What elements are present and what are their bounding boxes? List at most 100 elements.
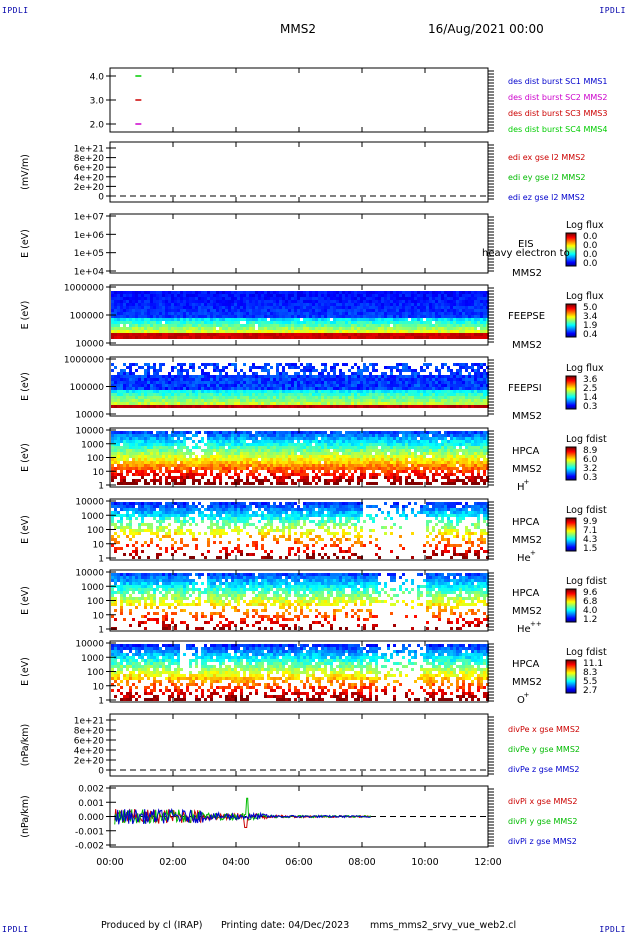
instrument-label: HPCA [512, 659, 540, 670]
colorbar-cell [566, 239, 576, 241]
colorbar-tick: 4.3 [583, 535, 597, 545]
colorbar-cell [566, 610, 576, 612]
charge-label: ++ [530, 620, 542, 628]
y-tick-label: 0 [98, 193, 104, 203]
colorbar-cell [566, 522, 576, 524]
legend-entry: divPe y gse MMS2 [508, 745, 580, 754]
header-spacecraft: MMS2 [280, 22, 316, 36]
colorbar-tick: 0.4 [583, 330, 598, 340]
colorbar-cell [566, 453, 576, 455]
colorbar-cell [566, 673, 576, 675]
colorbar-cell [566, 471, 576, 473]
y-tick-label: 1e+06 [74, 231, 105, 241]
colorbar-tick: 3.6 [583, 375, 598, 385]
spacecraft-label: MMS2 [512, 677, 542, 688]
y-tick-label: 100 [87, 668, 104, 678]
colorbar-cell [566, 309, 576, 311]
spectrogram-cells [111, 502, 489, 559]
colorbar-cell [566, 248, 576, 250]
y-tick-label: 100 [87, 454, 104, 464]
y-tick-label: 0 [98, 767, 104, 777]
colorbar-cell [566, 320, 576, 322]
colorbar-title: Log flux [566, 363, 604, 374]
colorbar-tick: 0.3 [583, 402, 597, 412]
colorbar-cell [566, 591, 576, 593]
colorbar-tick: 11.1 [583, 659, 603, 669]
instrument-label: FEEPSI [508, 383, 542, 394]
colorbar-cell [566, 544, 576, 546]
colorbar-cell [566, 663, 576, 665]
colorbar-cell [566, 477, 576, 479]
colorbar-cell [566, 530, 576, 532]
y-tick-label: 2e+20 [74, 757, 105, 767]
colorbar-tick: 3.4 [583, 312, 598, 322]
colorbar-cell [566, 325, 576, 327]
colorbar-cell [566, 237, 576, 239]
colorbar-cell [566, 385, 576, 387]
y-axis-label: E (eV) [20, 586, 31, 615]
colorbar-cell [566, 396, 576, 398]
colorbar-tick: 8.9 [583, 446, 598, 456]
corner-label-top-right: IPDLI [599, 6, 626, 15]
colorbar-cell [566, 456, 576, 458]
colorbar-cell [566, 382, 576, 384]
spacecraft-label: MMS2 [512, 268, 542, 279]
colorbar-cell [566, 603, 576, 605]
colorbar-tick: 7.1 [583, 526, 597, 536]
colorbar-cell [566, 464, 576, 466]
colorbar-cell [566, 594, 576, 596]
y-axis-label: E (eV) [20, 301, 31, 330]
colorbar-cell [566, 672, 576, 674]
colorbar-cell [566, 403, 576, 405]
colorbar-cell [566, 664, 576, 666]
colorbar-cell [566, 318, 576, 320]
colorbar-cell [566, 475, 576, 477]
colorbar-cell [566, 600, 576, 602]
colorbar-cell [566, 543, 576, 545]
y-tick-label: 10 [93, 468, 105, 478]
colorbar-cell [566, 476, 576, 478]
colorbar-cell [566, 458, 576, 460]
colorbar-cell [566, 261, 576, 263]
colorbar-cell [566, 668, 576, 670]
legend-entry: edi ey gse l2 MMS2 [508, 173, 586, 182]
colorbar-cell [566, 317, 576, 319]
colorbar-cell [566, 255, 576, 257]
x-tick-label: 06:00 [285, 857, 312, 868]
colorbar-cell [566, 244, 576, 246]
colorbar-cell [566, 381, 576, 383]
colorbar-cell [566, 547, 576, 549]
colorbar-cell [566, 598, 576, 600]
colorbar-tick: 0.0 [583, 259, 598, 269]
y-tick-label: -0.001 [75, 827, 104, 837]
legend-entry: edi ex gse l2 MMS2 [508, 153, 585, 162]
colorbar-cell [566, 393, 576, 395]
colorbar-tick: 9.9 [583, 517, 598, 527]
colorbar-cell [566, 529, 576, 531]
colorbar-cell [566, 329, 576, 331]
y-tick-label: 1e+04 [74, 268, 105, 278]
colorbar-cell [566, 538, 576, 540]
instrument-label: EIS [518, 239, 534, 250]
colorbar-cell [566, 590, 576, 592]
charge-label: + [530, 549, 536, 557]
colorbar-cell [566, 376, 576, 378]
colorbar-cell [566, 537, 576, 539]
y-tick-label: 100000 [70, 312, 105, 322]
colorbar-cell [566, 593, 576, 595]
colorbar-cell [566, 236, 576, 238]
legend-entry: des dist burst SC4 MMS4 [508, 125, 607, 134]
species-label: He [517, 553, 531, 564]
colorbar-cell [566, 662, 576, 664]
panel-frame [109, 67, 489, 133]
colorbar-title: Log fdist [566, 505, 607, 516]
colorbar-cell [566, 334, 576, 336]
colorbar-title: Log fdist [566, 576, 607, 587]
colorbar-cell [566, 540, 576, 542]
colorbar-cell [566, 390, 576, 392]
y-tick-label: 4.0 [90, 73, 105, 83]
colorbar-tick: 2.7 [583, 686, 597, 696]
colorbar-cell [566, 247, 576, 249]
colorbar-cell [566, 536, 576, 538]
y-tick-label: 100 [87, 526, 104, 536]
